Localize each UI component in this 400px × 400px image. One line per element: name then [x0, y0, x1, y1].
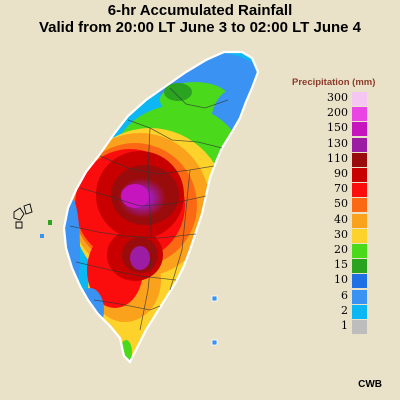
credit-label: CWB — [358, 379, 382, 390]
legend-label: 30 — [334, 227, 348, 241]
county-boundaries — [69, 87, 229, 331]
legend-label: 15 — [334, 258, 348, 272]
legend-swatch — [352, 304, 367, 319]
legend-label: 200 — [327, 106, 348, 120]
legend-swatch — [352, 168, 367, 182]
green-island — [211, 295, 218, 302]
legend-swatch — [352, 244, 367, 258]
legend-label: 1 — [341, 319, 348, 332]
legend-swatch — [352, 289, 367, 304]
legend-swatch — [352, 213, 367, 228]
legend-label: 10 — [334, 273, 348, 287]
legend-swatch — [352, 137, 367, 152]
legend-swatch — [352, 183, 367, 198]
legend-label: 2 — [341, 303, 348, 317]
penghu-islands — [13, 203, 52, 238]
legend-title: Precipitation (mm) — [292, 77, 376, 88]
legend-swatch — [352, 320, 367, 334]
legend-swatch — [352, 259, 367, 274]
legend-label: 90 — [334, 167, 348, 180]
map-title: 6-hr Accumulated Rainfall — [107, 2, 293, 19]
legend-label: 70 — [334, 182, 348, 196]
legend-swatch — [352, 107, 367, 122]
legend-label: 110 — [327, 151, 348, 165]
legend-label: 20 — [334, 243, 348, 256]
legend-label: 150 — [327, 121, 348, 135]
orchid-island — [211, 339, 218, 346]
legend-swatch — [352, 92, 367, 106]
legend-swatch — [352, 122, 367, 137]
legend-label: 50 — [334, 197, 348, 211]
legend-swatch — [352, 228, 367, 243]
legend-swatch — [352, 198, 367, 213]
island-outline — [62, 50, 260, 364]
legend-label: 6 — [341, 288, 348, 302]
legend-swatch — [352, 152, 367, 167]
legend-swatch — [352, 274, 367, 289]
legend-label: 300 — [327, 91, 348, 104]
map-subtitle: Valid from 20:00 LT June 3 to 02:00 LT J… — [38, 19, 362, 36]
legend-label: 130 — [327, 136, 348, 150]
legend-label: 40 — [334, 212, 348, 226]
